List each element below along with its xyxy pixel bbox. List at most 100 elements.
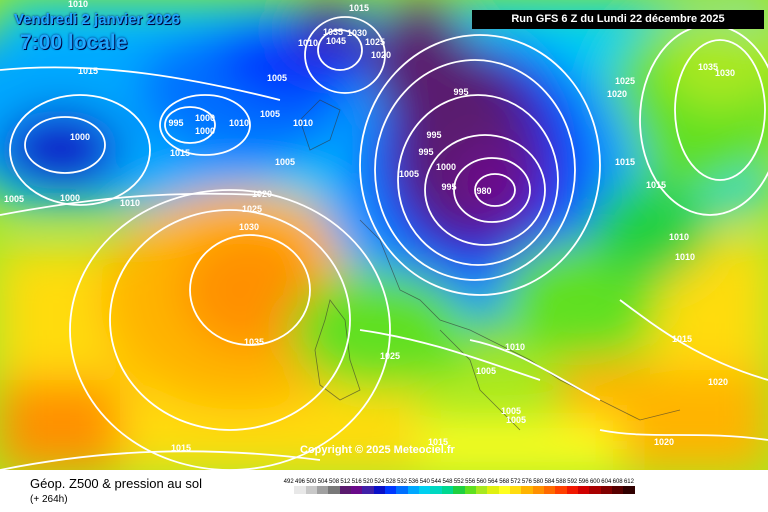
legend-swatch bbox=[328, 486, 340, 494]
forecast-offset: (+ 264h) bbox=[30, 494, 68, 505]
legend-swatch bbox=[498, 486, 510, 494]
isobar-label: 1015 bbox=[349, 3, 369, 13]
legend-swatch bbox=[589, 486, 601, 494]
isobar-label: 1000 bbox=[70, 132, 90, 142]
isobar-label: 1045 bbox=[326, 36, 346, 46]
isobar-label: 1020 bbox=[654, 437, 674, 447]
legend-value: 568 bbox=[499, 479, 510, 485]
isobar-label: 1015 bbox=[170, 148, 190, 158]
legend-swatch bbox=[283, 486, 295, 494]
legend-value: 564 bbox=[487, 479, 498, 485]
isobar-label: 980 bbox=[476, 186, 491, 196]
legend-swatch bbox=[430, 486, 442, 494]
legend-color-bar bbox=[283, 486, 635, 494]
legend-value: 496 bbox=[295, 479, 306, 485]
legend-value: 608 bbox=[612, 479, 623, 485]
isobar-label: 995 bbox=[441, 182, 456, 192]
isobar-label: 1000 bbox=[195, 113, 215, 123]
isobar-label: 1015 bbox=[615, 157, 635, 167]
isobar-label: 1005 bbox=[260, 109, 280, 119]
isobar-label: 1020 bbox=[708, 377, 728, 387]
isobar-label: 1010 bbox=[669, 232, 689, 242]
isobar-label: 995 bbox=[418, 147, 433, 157]
map-title: Géop. Z500 & pression au sol bbox=[30, 476, 202, 491]
isobar-label: 1025 bbox=[365, 37, 385, 47]
isobar-label: 1000 bbox=[436, 162, 456, 172]
isobar-label: 1005 bbox=[501, 406, 521, 416]
legend-values: 492 496 500 504 508 512 516 520 524 528 532 536 540 5… bbox=[283, 479, 635, 485]
isobar-label: 1025 bbox=[242, 204, 262, 214]
valid-date: Vendredi 2 janvier 2026 bbox=[14, 11, 180, 28]
isobar-label: 1015 bbox=[646, 180, 666, 190]
isobar-label: 995 bbox=[453, 87, 468, 97]
legend-value: 576 bbox=[521, 479, 532, 485]
legend-swatch bbox=[543, 486, 556, 494]
legend-swatch bbox=[611, 486, 624, 494]
legend-value: 572 bbox=[510, 479, 521, 485]
isobar-label: 1010 bbox=[675, 252, 695, 262]
isobar-label: 1010 bbox=[505, 342, 525, 352]
isobar-label: 1035 bbox=[323, 27, 343, 37]
valid-time: 7:00 locale bbox=[20, 31, 128, 54]
isobar-label: 1005 bbox=[4, 194, 24, 204]
legend-value: 612 bbox=[623, 479, 634, 485]
legend-swatch bbox=[555, 486, 567, 494]
isobar-label: 995 bbox=[168, 118, 183, 128]
legend-value: 544 bbox=[431, 479, 442, 485]
legend-swatch bbox=[600, 486, 612, 494]
legend-value: 540 bbox=[419, 479, 430, 485]
legend-value: 536 bbox=[408, 479, 419, 485]
legend-value: 520 bbox=[363, 479, 374, 485]
isobar-label: 1020 bbox=[371, 50, 391, 60]
isobar-label: 1035 bbox=[698, 62, 718, 72]
legend-swatch bbox=[577, 486, 590, 494]
run-info-banner: Run GFS 6 Z du Lundi 22 décembre 2025 bbox=[472, 10, 764, 29]
legend-value: 500 bbox=[306, 479, 317, 485]
legend-value: 532 bbox=[397, 479, 408, 485]
isobar-label: 1030 bbox=[347, 28, 367, 38]
legend-value: 516 bbox=[351, 479, 362, 485]
legend-swatch bbox=[339, 486, 352, 494]
isobar-label: 1005 bbox=[506, 415, 526, 425]
isobar-label: 1010 bbox=[229, 118, 249, 128]
legend-swatch bbox=[351, 486, 363, 494]
legend-swatch bbox=[566, 486, 578, 494]
isobar-label: 1005 bbox=[476, 366, 496, 376]
legend-value: 596 bbox=[578, 479, 589, 485]
legend-value: 588 bbox=[555, 479, 566, 485]
legend-swatch bbox=[441, 486, 454, 494]
isobar-label: 1000 bbox=[195, 126, 215, 136]
legend-swatch bbox=[623, 486, 635, 494]
legend-value: 508 bbox=[329, 479, 340, 485]
legend-value: 580 bbox=[533, 479, 544, 485]
legend-value: 584 bbox=[544, 479, 555, 485]
isobar-label: 1030 bbox=[239, 222, 259, 232]
isobar-label: 1005 bbox=[275, 157, 295, 167]
isobar-label: 1025 bbox=[380, 351, 400, 361]
isobar-label: 995 bbox=[426, 130, 441, 140]
legend-value: 592 bbox=[567, 479, 578, 485]
map-footer: Géop. Z500 & pression au sol (+ 264h) 49… bbox=[0, 470, 768, 512]
legend-value: 504 bbox=[317, 479, 328, 485]
legend-swatch bbox=[362, 486, 374, 494]
isobar-label: 1005 bbox=[399, 169, 419, 179]
isobar-label: 1030 bbox=[715, 68, 735, 78]
color-legend: 492 496 500 504 508 512 516 520 524 528 532 536 540 5… bbox=[283, 479, 635, 494]
legend-value: 604 bbox=[601, 479, 612, 485]
isobar-label: 1035 bbox=[244, 337, 264, 347]
legend-swatch bbox=[453, 486, 465, 494]
legend-swatch bbox=[294, 486, 306, 494]
isobar-label: 1010 bbox=[293, 118, 313, 128]
legend-swatch bbox=[521, 486, 533, 494]
isobar-label: 1015 bbox=[428, 437, 448, 447]
legend-value: 556 bbox=[465, 479, 476, 485]
legend-swatch bbox=[385, 486, 397, 494]
legend-swatch bbox=[532, 486, 544, 494]
isobar-label: 1010 bbox=[68, 0, 88, 9]
isobar-label: 1005 bbox=[267, 73, 287, 83]
legend-value: 492 bbox=[283, 479, 294, 485]
isobar-label: 1020 bbox=[607, 89, 627, 99]
legend-value: 528 bbox=[385, 479, 396, 485]
